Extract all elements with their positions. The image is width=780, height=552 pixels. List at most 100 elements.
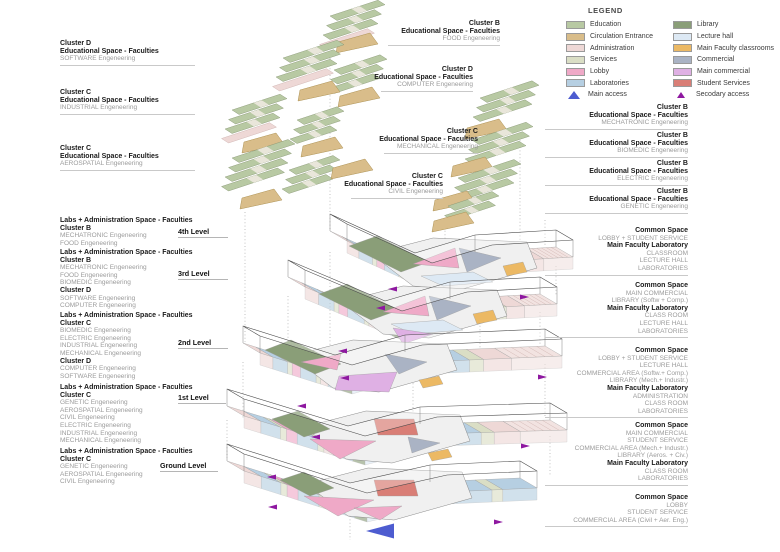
cluster-name: Cluster C bbox=[60, 455, 92, 463]
legend-label: Main commercial bbox=[697, 68, 750, 76]
underline bbox=[178, 403, 226, 404]
legend-swatch bbox=[673, 44, 692, 53]
program-name: CLASS ROOM bbox=[644, 312, 688, 320]
cluster-name: Cluster C bbox=[60, 145, 92, 152]
cluster-name: Cluster B bbox=[60, 256, 92, 264]
cluster-name: Cluster B bbox=[656, 132, 688, 139]
engineering-name: COMPUTER Engeneering bbox=[397, 81, 473, 89]
underline bbox=[60, 169, 195, 171]
legend-swatch bbox=[673, 67, 692, 76]
underline bbox=[545, 156, 688, 158]
labs-admin-label-group: Labs + Administration Space - Faculties C… bbox=[60, 217, 220, 247]
underline bbox=[388, 44, 500, 46]
engineering-name: AEROSPATIAL Engeneering bbox=[60, 160, 143, 168]
legend-label: Student Services bbox=[697, 79, 750, 87]
legend-label: Commercial bbox=[697, 56, 735, 64]
level-tag: 4th Level bbox=[178, 227, 228, 238]
secondary-access-triangle-icon bbox=[268, 504, 277, 510]
engineering-name: COMPUTER Engeneering bbox=[60, 365, 136, 373]
program-name: ADMINISTRATION bbox=[632, 392, 688, 400]
level-tag: Ground Level bbox=[160, 461, 218, 472]
legend-swatch bbox=[673, 20, 692, 29]
cluster-name: Cluster C bbox=[411, 173, 443, 180]
legend-title: LEGEND bbox=[588, 6, 623, 15]
common-space-label-group: Common Space LOBBY + STUDENT SERVICE LECTU… bbox=[545, 347, 688, 419]
level-tag: 3rd Level bbox=[178, 269, 228, 280]
program-name: STUDENT SERVICE bbox=[627, 509, 688, 517]
legend-swatch bbox=[566, 67, 585, 76]
program-name: COMMERCIAL AREA (Civil + Aer. Eng.) bbox=[573, 516, 688, 524]
program-name: MAIN COMMERCIAL bbox=[625, 289, 688, 297]
engineering-name: GENETIC Engeneering bbox=[620, 203, 688, 211]
program-name: LABORATORIES bbox=[638, 475, 688, 483]
program-name: LABORATORIES bbox=[638, 264, 688, 272]
cluster-name: Cluster D bbox=[60, 357, 92, 365]
group-title: Educational Space - Faculties bbox=[589, 111, 688, 119]
engineering-name: FOOD Engeneering bbox=[442, 35, 500, 43]
level-tag-text: 2nd Level bbox=[178, 338, 212, 347]
program-name: COMMERCIAL AREA (Softw.+ Comp.) bbox=[576, 369, 688, 377]
cluster-name: Cluster B bbox=[468, 20, 500, 27]
legend-label: Circulation Entrance bbox=[590, 33, 654, 41]
legend-item: Main access bbox=[563, 89, 670, 101]
underline bbox=[178, 348, 228, 349]
common-space-title: Common Space bbox=[635, 227, 688, 234]
engineering-name: ELECTRIC Engeneering bbox=[60, 421, 131, 429]
cluster-name: Cluster D bbox=[60, 40, 92, 47]
engineering-name: SOFTWARE Engeneering bbox=[60, 372, 136, 380]
legend-item: Education bbox=[563, 19, 670, 31]
labs-admin-label-group: Labs + Administration Space - Faculties C… bbox=[60, 249, 220, 310]
legend-label: Main access bbox=[588, 91, 627, 99]
underline bbox=[178, 237, 228, 238]
engineering-name: BIOMEDIC Engeneering bbox=[617, 147, 688, 155]
legend-item: Circulation Entrance bbox=[563, 31, 670, 43]
program-name: LECTURE HALL bbox=[639, 257, 688, 265]
group-title: Educational Space - Faculties bbox=[589, 195, 688, 203]
legend-label: Laboratories bbox=[590, 79, 629, 87]
engineering-name: SOFTWARE Engeneering bbox=[60, 55, 136, 63]
common-space-label-group: Common Space MAIN COMMERCIAL LIBRARY (Soft… bbox=[545, 282, 688, 339]
group-title: Labs + Administration Space - Faculties bbox=[60, 312, 193, 319]
cluster-name: Cluster B bbox=[656, 160, 688, 167]
group-title: Labs + Administration Space - Faculties bbox=[60, 249, 193, 256]
common-space-label-group: Common Space LOBBY STUDENT SERVICE COMMERCI… bbox=[545, 494, 688, 528]
legend-swatch bbox=[566, 44, 585, 53]
legend: LEGEND Education Circulation Entrance Admi… bbox=[563, 6, 777, 101]
legend-item: Library bbox=[670, 19, 777, 31]
engineering-name: GENETIC Engeneering bbox=[60, 463, 128, 471]
level-tag: 2nd Level bbox=[178, 338, 228, 349]
underline bbox=[60, 64, 195, 66]
edu-space-label-group: Cluster B Educational Space - Faculties EL… bbox=[545, 160, 688, 186]
engineering-name: INDUSTRIAL Engeneering bbox=[60, 342, 138, 350]
common-space-label-group: Common Space MAIN COMMERCIAL STUDENT SERVI… bbox=[545, 422, 688, 486]
secondary-access-triangle-icon bbox=[677, 91, 685, 98]
edu-space-label-group: Cluster C Educational Space - Faculties ME… bbox=[308, 128, 478, 154]
underline bbox=[160, 471, 218, 472]
legend-item: Commercial bbox=[670, 54, 777, 66]
main-access-triangle-icon bbox=[366, 523, 394, 539]
legend-swatch bbox=[673, 79, 692, 88]
engineering-name: INDUSTRIAL Engeneering bbox=[60, 104, 138, 112]
secondary-access-triangle-icon bbox=[376, 305, 385, 311]
edu-space-label-group: Cluster B Educational Space - Faculties FO… bbox=[330, 20, 500, 46]
secondary-access-triangle-icon bbox=[311, 434, 320, 440]
cluster-name: Cluster D bbox=[60, 286, 92, 294]
underline bbox=[384, 152, 478, 154]
legend-label: Main Faculty classrooms bbox=[697, 44, 775, 52]
legend-label: Services bbox=[590, 56, 617, 64]
common-space-title: Common Space bbox=[635, 422, 688, 429]
group-title: Educational Space - Faculties bbox=[60, 152, 159, 160]
cluster-name: Cluster C bbox=[60, 319, 92, 327]
engineering-name: FOOD Engeneering bbox=[60, 239, 118, 247]
edu-space-label-group: Cluster B Educational Space - Faculties ME… bbox=[545, 104, 688, 130]
legend-swatch bbox=[673, 32, 692, 41]
program-name: STUDENT SERVICE bbox=[627, 437, 688, 445]
engineering-name: AEROSPATIAL Engeneering bbox=[60, 406, 143, 414]
legend-swatch bbox=[566, 55, 585, 64]
engineering-name: BIOMEDIC Engeneering bbox=[60, 279, 131, 287]
secondary-access-triangle-icon bbox=[388, 286, 397, 292]
legend-item: Secodary access bbox=[670, 89, 777, 101]
group-title: Educational Space - Faculties bbox=[379, 135, 478, 143]
engineering-name: ELECTRIC Engeneering bbox=[60, 334, 131, 342]
